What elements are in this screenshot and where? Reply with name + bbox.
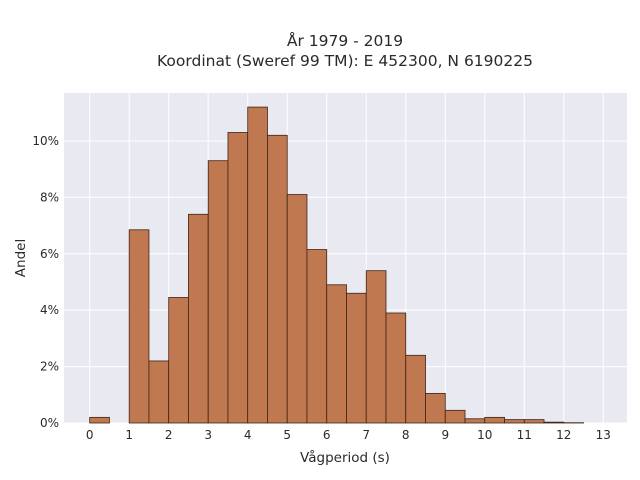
x-tick-label: 4 xyxy=(244,428,252,442)
histogram-bar xyxy=(543,421,565,424)
histogram-bar xyxy=(227,132,249,424)
histogram-bar xyxy=(89,416,110,424)
histogram-bar xyxy=(148,360,170,424)
histogram-bar xyxy=(207,160,229,424)
x-tick-label: 12 xyxy=(556,428,571,442)
x-tick-label: 8 xyxy=(402,428,410,442)
y-tick-label: 0% xyxy=(40,416,59,430)
histogram-bar xyxy=(286,194,308,424)
y-tick-label: 6% xyxy=(40,247,59,261)
histogram-bar xyxy=(267,134,288,424)
histogram-bar xyxy=(504,419,525,424)
histogram-bar xyxy=(484,416,505,424)
y-tick-label: 8% xyxy=(40,190,59,204)
x-tick-label: 13 xyxy=(596,428,611,442)
x-tick-label: 0 xyxy=(86,428,94,442)
histogram-bar xyxy=(247,106,268,424)
histogram-bar xyxy=(464,418,486,424)
x-tick-label: 5 xyxy=(283,428,291,442)
histogram-bar xyxy=(425,392,446,424)
y-tick-label: 4% xyxy=(40,303,59,317)
y-axis-ticks: 0% 2% 4% 6% 8% 10% xyxy=(32,134,59,430)
y-tick-label: 2% xyxy=(40,360,59,374)
histogram-bar xyxy=(168,297,189,424)
y-axis-label: Andel xyxy=(13,239,29,277)
x-axis-ticks: 0 1 2 3 4 5 6 7 8 9 10 11 12 13 xyxy=(86,428,611,442)
histogram-bar xyxy=(385,312,407,424)
histogram-bar xyxy=(326,284,347,424)
x-tick-label: 1 xyxy=(125,428,133,442)
x-tick-label: 6 xyxy=(323,428,331,442)
histogram-bars xyxy=(89,106,584,424)
y-tick-label: 10% xyxy=(32,134,59,148)
histogram-bar xyxy=(188,213,209,424)
x-tick-label: 11 xyxy=(517,428,532,442)
histogram-bar xyxy=(523,419,545,424)
x-axis-label: Vågperiod (s) xyxy=(300,449,390,466)
histogram-bar xyxy=(306,249,328,424)
histogram-bar xyxy=(365,270,387,424)
x-tick-label: 9 xyxy=(441,428,449,442)
histogram-bar xyxy=(444,409,466,424)
x-tick-label: 3 xyxy=(204,428,212,442)
x-tick-label: 10 xyxy=(477,428,492,442)
chart-title-line2: Koordinat (Sweref 99 TM): E 452300, N 61… xyxy=(157,52,533,70)
x-tick-label: 2 xyxy=(165,428,173,442)
histogram-bar xyxy=(128,229,150,424)
histogram-bar xyxy=(405,354,426,424)
x-tick-label: 7 xyxy=(362,428,370,442)
histogram-bar xyxy=(346,292,367,424)
chart-title-line1: År 1979 - 2019 xyxy=(287,31,403,50)
